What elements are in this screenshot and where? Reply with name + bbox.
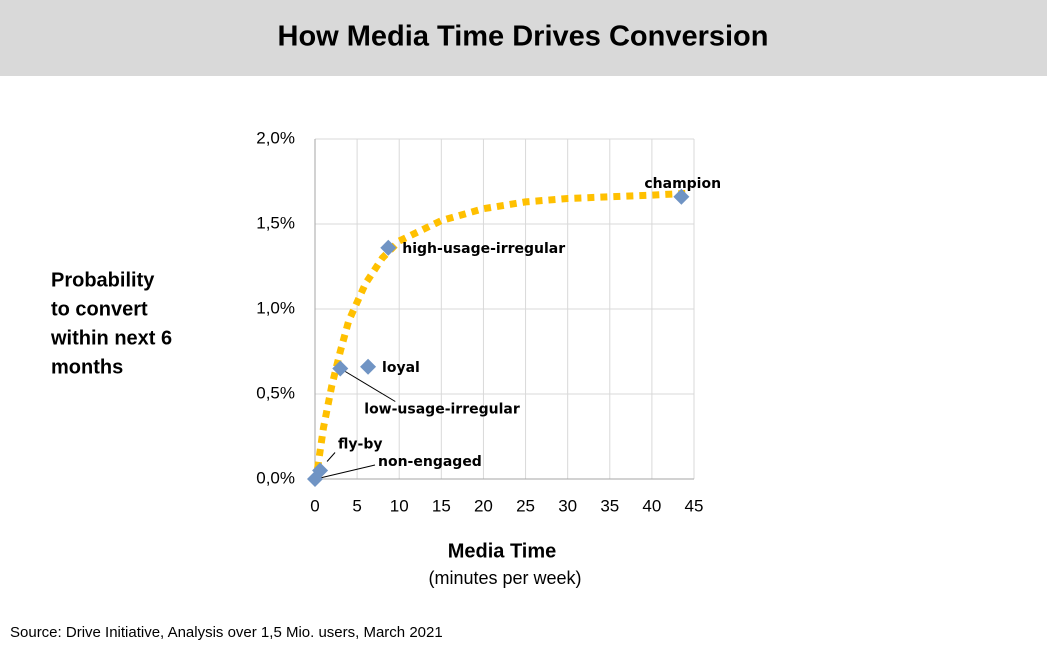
y-tick-label: 1,5% xyxy=(256,213,295,232)
point xyxy=(332,360,349,377)
point-label: non-engaged xyxy=(378,454,482,470)
leader-line xyxy=(326,452,336,462)
x-axis-note: (minutes per week) xyxy=(428,568,581,588)
point xyxy=(380,239,397,256)
source-note: Source: Drive Initiative, Analysis over … xyxy=(10,624,443,641)
point-label: loyal xyxy=(382,360,420,376)
point xyxy=(312,462,329,479)
y-axis-label: within next 6 xyxy=(50,327,172,349)
leader-line xyxy=(345,371,396,402)
x-tick-label: 25 xyxy=(516,496,535,515)
point-label: high-usage-irregular xyxy=(402,241,565,257)
point-label: champion xyxy=(644,176,721,192)
x-tick-label: 20 xyxy=(474,496,493,515)
y-axis-label: months xyxy=(51,356,123,378)
y-axis-label: Probability xyxy=(51,269,155,291)
point-label: fly-by xyxy=(338,437,382,453)
x-axis-label: Media Time xyxy=(448,540,557,562)
y-tick-label: 1,0% xyxy=(256,298,295,317)
point xyxy=(360,358,377,375)
y-tick-label: 0,5% xyxy=(256,383,295,402)
x-tick-label: 5 xyxy=(352,496,361,515)
leader-line xyxy=(319,464,376,479)
chart-title: How Media Time Drives Conversion xyxy=(278,21,769,53)
header-band xyxy=(0,0,1047,76)
x-tick-label: 40 xyxy=(642,496,661,515)
trendline xyxy=(314,189,686,470)
x-tick-label: 30 xyxy=(558,496,577,515)
x-tick-label: 15 xyxy=(432,496,451,515)
x-tick-label: 45 xyxy=(685,496,704,515)
y-axis-label: to convert xyxy=(51,298,148,320)
point xyxy=(673,188,690,205)
x-tick-label: 0 xyxy=(310,496,319,515)
point-label: low-usage-irregular xyxy=(364,402,520,418)
y-tick-label: 2,0% xyxy=(256,128,295,147)
x-tick-label: 35 xyxy=(600,496,619,515)
y-tick-label: 0,0% xyxy=(256,468,295,487)
x-tick-label: 10 xyxy=(390,496,409,515)
